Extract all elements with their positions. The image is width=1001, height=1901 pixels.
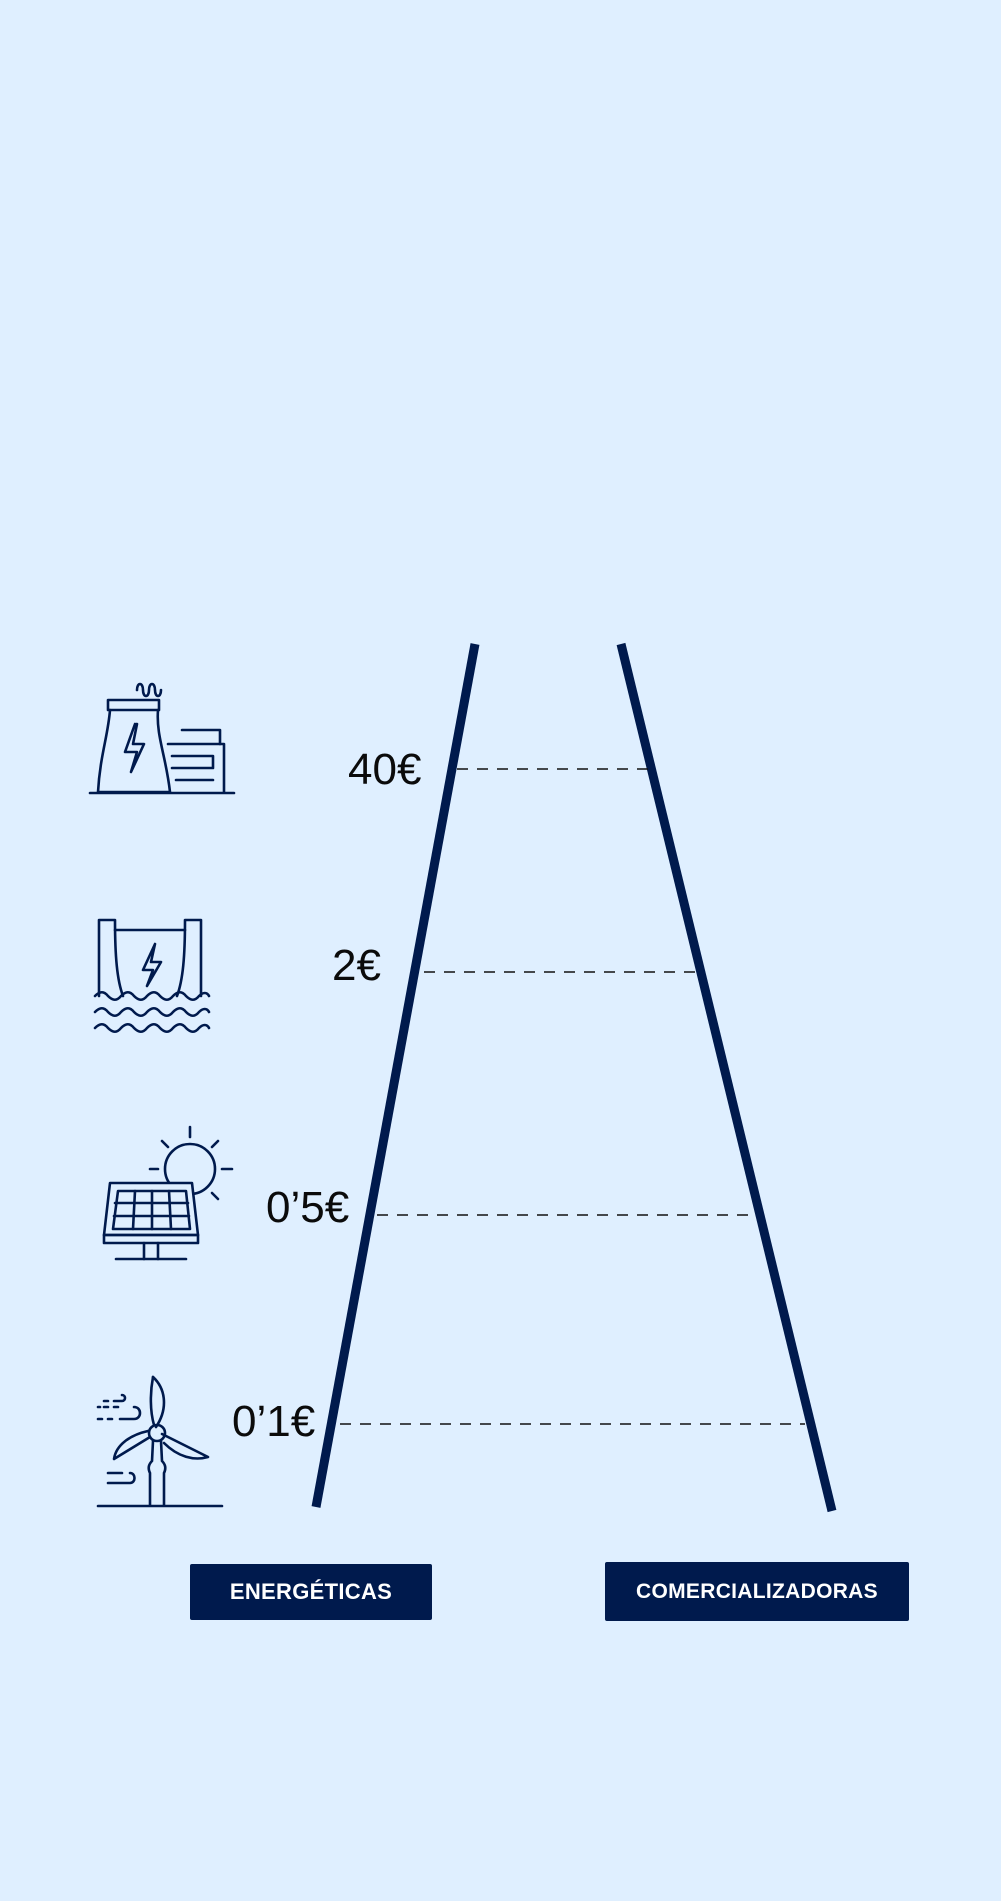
price-label-0-1: 0’1€ [232, 1397, 316, 1446]
power-plant-icon [88, 682, 236, 795]
energeticas-button[interactable]: ENERGÉTICAS [190, 1564, 432, 1620]
right-rail [616, 642, 837, 1513]
price-label-2: 2€ [332, 941, 381, 990]
hydro-dam-icon [93, 918, 211, 1034]
comercializadoras-button[interactable]: COMERCIALIZADORAS [605, 1562, 909, 1621]
price-label-40: 40€ [348, 745, 422, 794]
wind-turbine-icon [96, 1375, 224, 1508]
left-rail [311, 643, 480, 1508]
solar-panel-icon [102, 1125, 234, 1261]
price-label-0-5: 0’5€ [266, 1183, 350, 1232]
